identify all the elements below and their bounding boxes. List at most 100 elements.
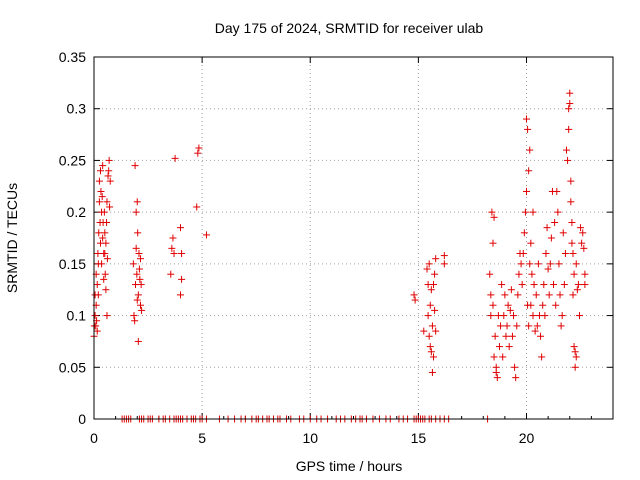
data-point (567, 198, 575, 206)
data-point (570, 343, 578, 351)
data-point (554, 208, 562, 216)
x-tick-label: 5 (198, 430, 206, 446)
data-point (423, 265, 431, 273)
data-point (540, 281, 548, 289)
data-point (500, 312, 508, 320)
data-point (574, 281, 582, 289)
data-point (488, 208, 496, 216)
data-point (525, 167, 533, 175)
data-point (101, 229, 109, 237)
data-point (557, 322, 565, 330)
data-point (105, 156, 113, 164)
axis-ticks: 0 0.05 0.1 0.15 0.2 0.25 0.3 0.35 0 5 10 15 20 (59, 49, 613, 446)
data-point (577, 224, 585, 232)
data-point (134, 229, 142, 237)
data-point (94, 291, 102, 299)
data-point (538, 353, 546, 361)
data-point (134, 337, 142, 345)
data-point (523, 115, 530, 123)
data-point (137, 281, 145, 289)
data-point (498, 281, 506, 289)
data-point (517, 260, 525, 268)
data-point (514, 291, 522, 299)
data-point (170, 250, 178, 258)
data-point (440, 252, 448, 260)
data-point (428, 368, 436, 376)
data-point (556, 291, 564, 299)
data-point (432, 255, 440, 263)
data-point (515, 270, 523, 278)
data-point (569, 291, 577, 299)
data-point (202, 231, 210, 239)
data-point (524, 125, 532, 133)
data-point (558, 312, 566, 320)
data-point (103, 312, 111, 320)
data-point (103, 218, 111, 226)
data-point (505, 343, 513, 351)
data-point (546, 260, 554, 268)
data-point (527, 301, 535, 309)
data-points (90, 89, 589, 423)
data-point (420, 327, 428, 335)
data-point (571, 363, 579, 371)
data-point (97, 187, 105, 195)
data-point (130, 312, 138, 320)
data-point (573, 286, 581, 294)
data-point (529, 208, 537, 216)
data-point (503, 322, 511, 330)
data-point (91, 312, 99, 320)
data-point (104, 172, 112, 180)
data-point (533, 322, 541, 330)
data-point (580, 244, 588, 252)
data-point (432, 327, 440, 335)
data-point (99, 162, 107, 170)
data-point (566, 100, 574, 108)
data-point (567, 177, 575, 185)
data-point (539, 301, 547, 309)
data-point (543, 224, 551, 232)
data-point (136, 255, 144, 263)
data-point (565, 125, 573, 133)
data-point (507, 286, 515, 294)
data-point (138, 306, 146, 314)
data-point (547, 234, 555, 242)
data-point (523, 187, 530, 195)
data-point (519, 250, 527, 258)
data-point (493, 374, 501, 382)
data-point (431, 306, 439, 314)
data-point (430, 281, 438, 289)
data-point (99, 234, 107, 242)
y-tick-label: 0 (78, 411, 86, 427)
data-point (541, 312, 549, 320)
data-point (506, 306, 514, 314)
data-point (526, 260, 534, 268)
data-point (492, 368, 500, 376)
data-point (195, 144, 203, 152)
data-point (131, 162, 139, 170)
data-point (194, 149, 202, 157)
data-point (431, 270, 439, 278)
data-point (520, 229, 528, 237)
data-point (411, 296, 419, 304)
y-tick-label: 0.3 (67, 101, 87, 117)
data-point (102, 239, 110, 247)
data-point (93, 281, 101, 289)
data-point (529, 312, 537, 320)
data-point (177, 291, 184, 299)
data-point (98, 260, 106, 268)
y-tick-label: 0.15 (59, 256, 86, 272)
data-point (508, 332, 516, 340)
data-point (427, 348, 435, 356)
data-point (133, 198, 141, 206)
data-point (521, 208, 529, 216)
data-point (106, 177, 114, 185)
data-point (530, 281, 538, 289)
data-point (565, 105, 573, 113)
data-point (96, 167, 104, 175)
y-tick-label: 0.05 (59, 359, 86, 375)
data-point (512, 374, 520, 382)
data-point (101, 250, 109, 258)
data-point (528, 270, 536, 278)
data-point (95, 177, 103, 185)
data-point (193, 203, 201, 211)
